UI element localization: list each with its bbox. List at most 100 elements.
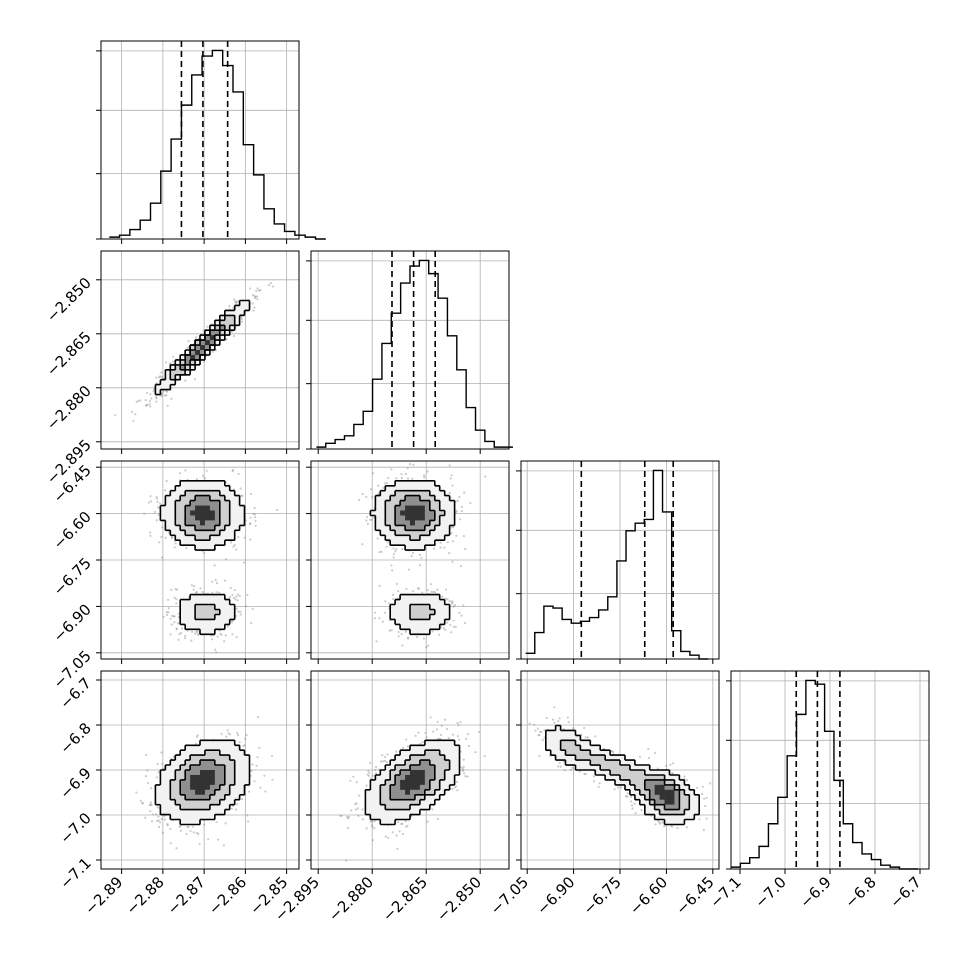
scatter-point	[251, 294, 255, 297]
density-cell	[214, 540, 221, 546]
scatter-point	[239, 487, 242, 490]
scatter-point	[270, 754, 274, 757]
scatter-point	[450, 474, 453, 477]
scatter-point	[249, 522, 252, 525]
scatter-point	[240, 317, 243, 320]
scatter-point	[155, 819, 159, 822]
density-cell	[400, 604, 406, 610]
scatter-point	[382, 760, 385, 763]
density-cell	[234, 495, 240, 501]
density-cell	[219, 599, 226, 605]
scatter-point	[173, 546, 176, 549]
density-cell	[195, 359, 201, 366]
scatter-point	[395, 477, 398, 480]
density-cell	[175, 520, 181, 526]
scatter-point	[155, 813, 158, 816]
scatter-point	[392, 597, 395, 601]
scatter-point	[411, 477, 414, 480]
scatter-point	[137, 399, 140, 402]
scatter-point	[155, 376, 158, 379]
density-cell	[439, 530, 445, 536]
density-cell	[214, 609, 221, 615]
scatter-point	[169, 362, 172, 365]
density-cell	[219, 755, 226, 761]
scatter-point	[253, 780, 256, 783]
density-cell	[405, 594, 411, 600]
scatter-point	[356, 807, 359, 810]
density-cell	[204, 505, 211, 511]
scatter-point	[385, 545, 388, 548]
scatter-point	[191, 825, 195, 828]
scatter-point	[211, 350, 214, 353]
density-cell	[195, 619, 201, 625]
density-cell	[190, 784, 196, 791]
density-cell	[414, 505, 421, 511]
density-cell	[175, 495, 181, 501]
density-cell	[170, 490, 176, 496]
density-cell	[204, 485, 211, 491]
density-cell	[185, 359, 191, 366]
scatter-point	[240, 315, 243, 318]
density-cell	[224, 515, 230, 521]
density-cell	[209, 340, 216, 346]
scatter-point	[247, 820, 250, 823]
density-cell	[195, 354, 201, 361]
density-cell	[190, 814, 196, 820]
density-cell	[204, 774, 211, 781]
density-cell	[239, 779, 245, 786]
scatter-point	[234, 598, 237, 601]
density-cell	[190, 490, 196, 496]
scatter-point	[157, 815, 160, 818]
density-cell	[419, 540, 426, 546]
scatter-point	[173, 621, 176, 624]
contour-line	[179, 324, 226, 371]
density-cell	[175, 809, 181, 815]
scatter-point	[264, 790, 267, 793]
scatter-point	[235, 607, 238, 610]
density-cell	[395, 510, 401, 516]
scatter-point	[354, 808, 357, 811]
scatter-point	[199, 587, 202, 590]
scatter-point	[456, 789, 459, 792]
density-cell	[170, 495, 176, 501]
density-cell	[204, 789, 211, 796]
density-cell	[195, 480, 201, 487]
density-cell	[224, 485, 230, 491]
density-cell	[214, 755, 221, 761]
density-cell	[200, 540, 206, 546]
density-cell	[229, 320, 235, 326]
scatter-point	[250, 621, 253, 625]
scatter-point	[426, 470, 429, 473]
density-cell	[160, 515, 166, 521]
scatter-point	[448, 552, 451, 555]
density-cell	[200, 784, 206, 791]
density-cell	[160, 505, 166, 511]
density-cell	[185, 619, 191, 625]
density-cell	[400, 614, 406, 620]
scatter-point	[243, 536, 246, 539]
density-cell	[204, 345, 211, 351]
density-cell	[214, 794, 221, 800]
density-cell	[200, 500, 206, 506]
scatter-point	[254, 295, 257, 298]
scatter-point	[259, 289, 262, 292]
scatter-point	[158, 541, 161, 544]
density-cell	[165, 520, 171, 526]
scatter-point	[355, 781, 358, 784]
scatter-point	[251, 763, 254, 766]
density-cell	[195, 515, 201, 521]
contour-lines	[159, 480, 246, 636]
scatter-point	[235, 548, 238, 551]
scatter-point	[163, 394, 166, 397]
scatter-point	[478, 730, 481, 734]
density-cell	[224, 799, 230, 805]
density-cell	[229, 745, 235, 751]
density-cell	[180, 490, 186, 496]
scatter-point	[214, 578, 217, 582]
scatter-point	[194, 632, 197, 635]
scatter-point	[155, 497, 159, 500]
density-cell	[204, 540, 211, 546]
density-cell	[195, 545, 201, 551]
scatter-point	[406, 467, 409, 470]
